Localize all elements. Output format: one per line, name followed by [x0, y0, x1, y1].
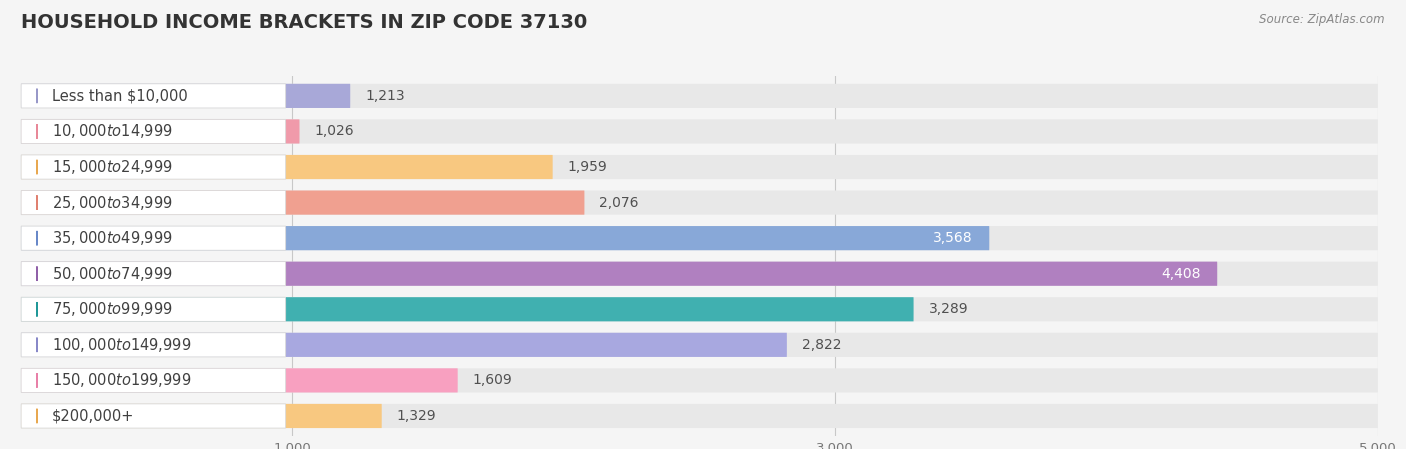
FancyBboxPatch shape — [21, 404, 1378, 428]
FancyBboxPatch shape — [21, 226, 285, 250]
Text: $35,000 to $49,999: $35,000 to $49,999 — [52, 229, 173, 247]
FancyBboxPatch shape — [21, 226, 1378, 250]
FancyBboxPatch shape — [21, 155, 1378, 179]
FancyBboxPatch shape — [21, 119, 285, 144]
FancyBboxPatch shape — [21, 84, 350, 108]
Text: $75,000 to $99,999: $75,000 to $99,999 — [52, 300, 173, 318]
Text: 4,408: 4,408 — [1161, 267, 1201, 281]
FancyBboxPatch shape — [21, 119, 299, 144]
FancyBboxPatch shape — [21, 333, 787, 357]
Text: Source: ZipAtlas.com: Source: ZipAtlas.com — [1260, 13, 1385, 26]
Text: 3,289: 3,289 — [928, 302, 969, 316]
FancyBboxPatch shape — [21, 368, 1378, 392]
FancyBboxPatch shape — [21, 226, 990, 250]
FancyBboxPatch shape — [21, 84, 285, 108]
FancyBboxPatch shape — [21, 333, 285, 357]
FancyBboxPatch shape — [21, 155, 553, 179]
FancyBboxPatch shape — [21, 297, 914, 321]
FancyBboxPatch shape — [21, 368, 285, 392]
FancyBboxPatch shape — [21, 297, 285, 321]
FancyBboxPatch shape — [21, 297, 1378, 321]
Text: $200,000+: $200,000+ — [52, 409, 134, 423]
FancyBboxPatch shape — [21, 190, 285, 215]
FancyBboxPatch shape — [21, 262, 1378, 286]
FancyBboxPatch shape — [21, 262, 285, 286]
Text: 3,568: 3,568 — [934, 231, 973, 245]
Text: 1,959: 1,959 — [568, 160, 607, 174]
FancyBboxPatch shape — [21, 404, 285, 428]
Text: 1,609: 1,609 — [472, 374, 512, 387]
FancyBboxPatch shape — [21, 368, 458, 392]
FancyBboxPatch shape — [21, 404, 381, 428]
Text: $150,000 to $199,999: $150,000 to $199,999 — [52, 371, 191, 389]
Text: 1,213: 1,213 — [366, 89, 405, 103]
Text: $100,000 to $149,999: $100,000 to $149,999 — [52, 336, 191, 354]
FancyBboxPatch shape — [21, 262, 1218, 286]
Text: $15,000 to $24,999: $15,000 to $24,999 — [52, 158, 173, 176]
Text: HOUSEHOLD INCOME BRACKETS IN ZIP CODE 37130: HOUSEHOLD INCOME BRACKETS IN ZIP CODE 37… — [21, 13, 588, 32]
FancyBboxPatch shape — [21, 119, 1378, 144]
Text: 2,822: 2,822 — [801, 338, 841, 352]
FancyBboxPatch shape — [21, 155, 285, 179]
FancyBboxPatch shape — [21, 333, 1378, 357]
Text: 2,076: 2,076 — [599, 196, 638, 210]
Text: $50,000 to $74,999: $50,000 to $74,999 — [52, 265, 173, 283]
Text: 1,329: 1,329 — [396, 409, 436, 423]
FancyBboxPatch shape — [21, 190, 1378, 215]
Text: $25,000 to $34,999: $25,000 to $34,999 — [52, 194, 173, 211]
Text: Less than $10,000: Less than $10,000 — [52, 88, 187, 103]
Text: 1,026: 1,026 — [315, 124, 354, 138]
FancyBboxPatch shape — [21, 84, 1378, 108]
FancyBboxPatch shape — [21, 190, 585, 215]
Text: $10,000 to $14,999: $10,000 to $14,999 — [52, 123, 173, 141]
